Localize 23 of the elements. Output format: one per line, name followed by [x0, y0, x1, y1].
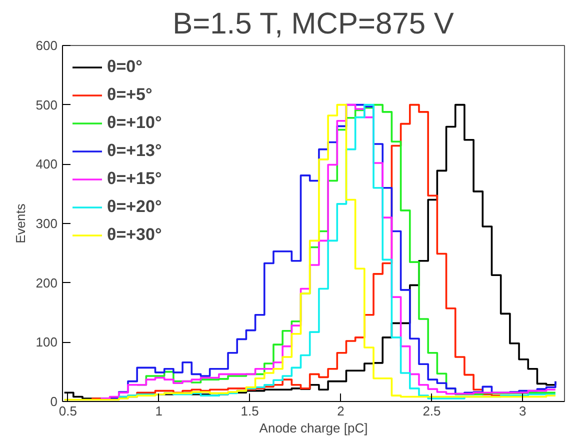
y-tick-label: 300: [36, 216, 58, 231]
x-axis-title: Anode charge [pC]: [259, 420, 368, 436]
x-tick-label: 2.5: [422, 404, 441, 418]
x-tick-label: 1: [155, 404, 163, 418]
legend-label: θ=+10°: [107, 112, 162, 134]
legend-label: θ=+20°: [107, 196, 162, 218]
y-tick-label: 500: [36, 97, 58, 112]
y-tick-label: 0: [50, 394, 58, 409]
y-tick-label: 100: [36, 334, 58, 350]
y-axis-title: Events: [12, 203, 28, 244]
legend-label: θ=0°: [107, 56, 142, 78]
y-tick-label: 600: [36, 38, 58, 53]
legend-label: θ=+5°: [107, 84, 152, 106]
x-tick-label: 1.5: [240, 404, 259, 418]
x-tick-label: 3: [519, 404, 526, 418]
x-tick-label: 2: [337, 404, 344, 418]
x-tick-label: 0.5: [58, 404, 77, 418]
y-tick-label: 400: [36, 156, 58, 172]
y-tick-label: 200: [36, 275, 58, 290]
legend-label: θ=+30°: [107, 224, 162, 246]
legend-label: θ=+15°: [107, 168, 162, 190]
legend-label: θ=+13°: [107, 140, 162, 162]
chart-title: B=1.5 T, MCP=875 V: [172, 8, 454, 40]
